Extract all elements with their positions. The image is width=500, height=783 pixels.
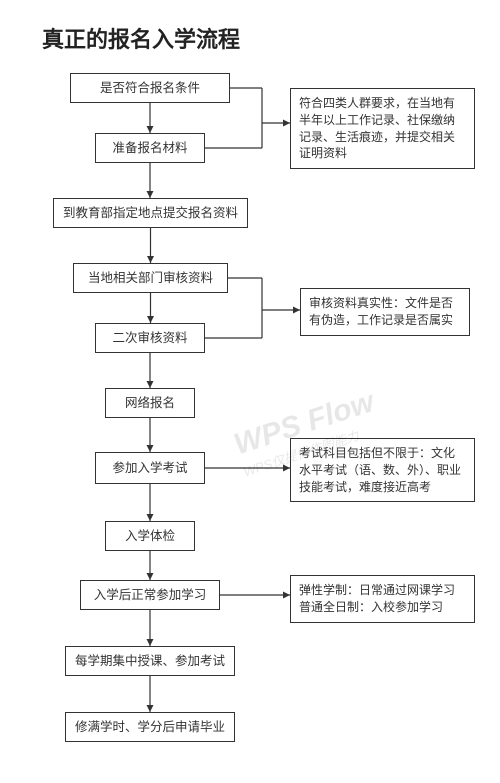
flow-node-n11: 修满学时、学分后申请毕业 [65,712,235,742]
flow-node-n6: 网络报名 [105,388,195,418]
flow-node-n10: 每学期集中授课、参加考试 [65,646,235,676]
flow-node-n9: 入学后正常参加学习 [80,580,220,610]
flow-node-n1: 是否符合报名条件 [70,73,230,103]
flow-node-n4: 当地相关部门审核资料 [73,263,228,293]
flowchart-title: 真正的报名入学流程 [42,22,240,54]
flow-note-c1: 符合四类人群要求，在当地有半年以上工作记录、社保缴纳记录、生活痕迹，并提交相关证… [290,88,475,169]
flow-node-n8: 入学体检 [105,521,195,551]
flow-node-n5: 二次审核资料 [95,323,205,353]
flow-node-n2: 准备报名材料 [95,133,205,163]
flowchart-canvas: 真正的报名入学流程 是否符合报名条件准备报名材料到教育部指定地点提交报名资料当地… [0,0,500,783]
flow-note-c2: 审核资料真实性：文件是否有伪造，工作记录是否属实 [300,288,470,336]
flow-node-n7: 参加入学考试 [95,452,205,484]
flow-note-c4: 弹性学制：日常通过网课学习 普通全日制：入校参加学习 [290,575,475,623]
flow-node-n3: 到教育部指定地点提交报名资料 [53,198,248,228]
